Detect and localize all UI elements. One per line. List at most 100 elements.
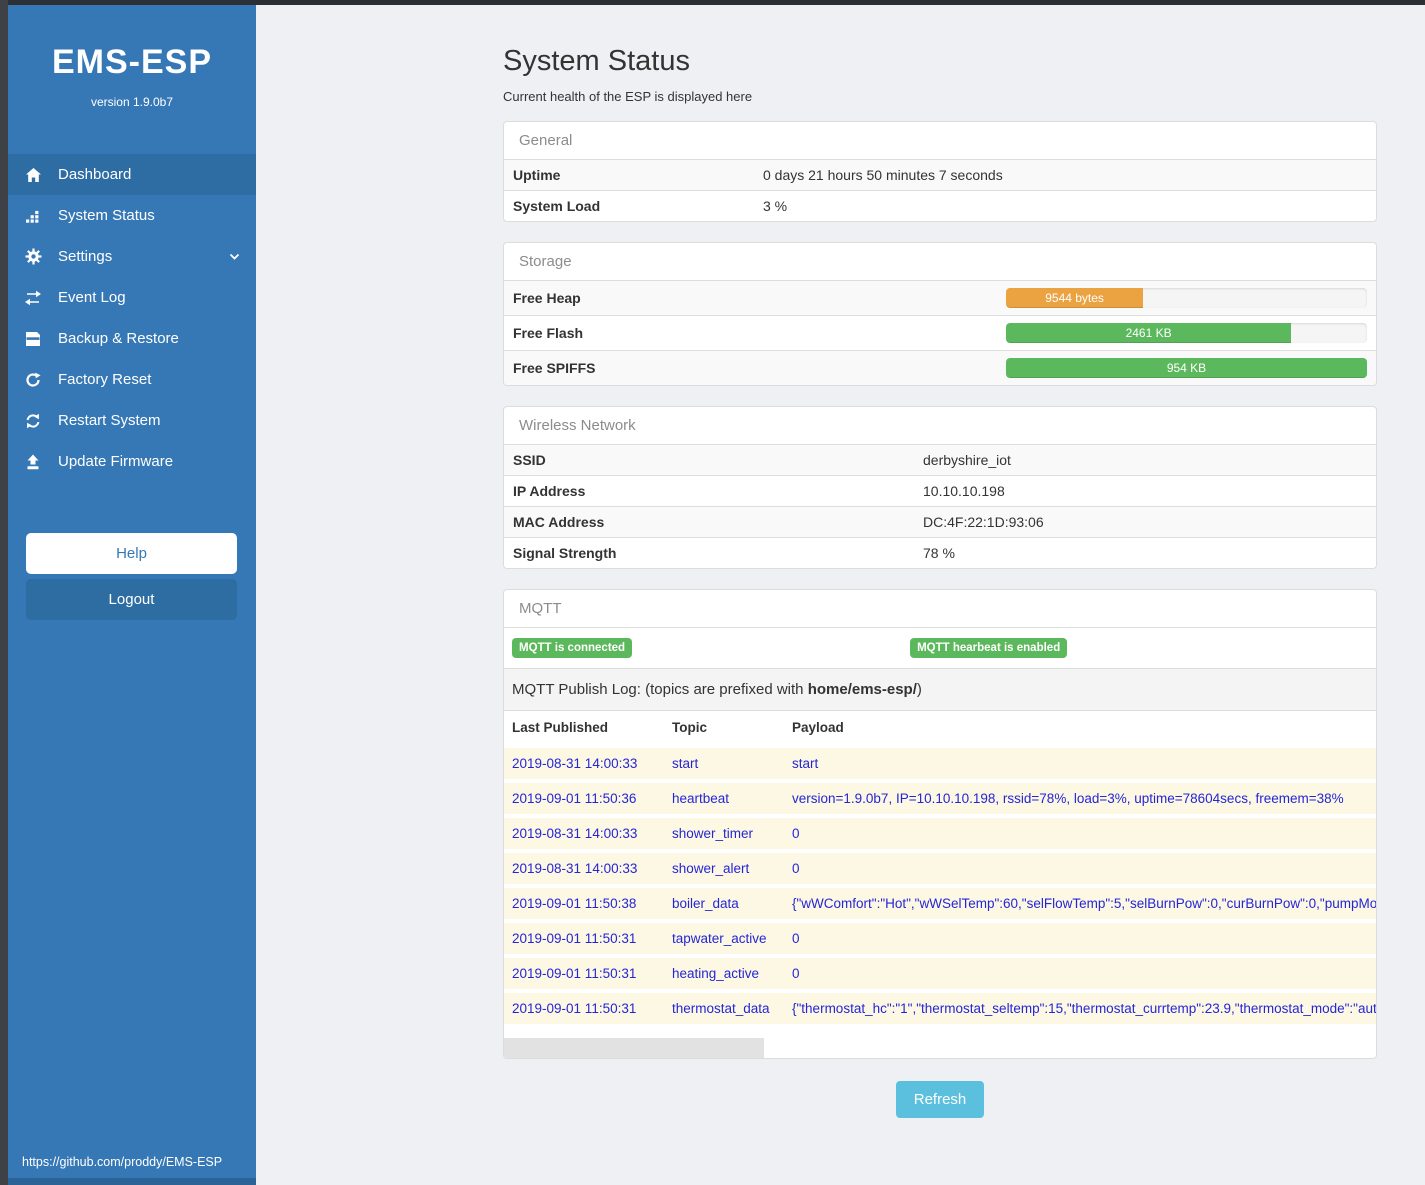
general-panel-heading: General — [519, 132, 573, 149]
mac-address-label: MAC Address — [504, 506, 914, 538]
log-payload: 0 — [784, 814, 1376, 851]
uptime-value: 0 days 21 hours 50 minutes 7 seconds — [754, 159, 1376, 191]
main-content: System Status Current health of the ESP … — [503, 5, 1377, 1118]
log-date: 2019-09-01 11:50:36 — [504, 779, 664, 816]
free-spiffs-progress-bar: 954 KB — [1006, 358, 1367, 378]
home-icon — [22, 167, 44, 183]
log-row: 2019-08-31 14:00:33 shower_alert 0 — [504, 849, 1376, 886]
wireless-panel-heading: Wireless Network — [519, 417, 636, 434]
sidebar-item-label: Restart System — [58, 412, 161, 429]
table-row: System Load 3 % — [504, 190, 1376, 221]
free-heap-progress-track: 9544 bytes — [1006, 288, 1367, 308]
log-payload: {"wWComfort":"Hot","wWSelTemp":60,"selFl… — [784, 884, 1376, 921]
github-link[interactable]: https://github.com/proddy/EMS-ESP — [22, 1155, 223, 1169]
sidebar-bottom-strip — [8, 1178, 256, 1185]
system-load-value: 3 % — [754, 190, 1376, 221]
mqtt-panel-heading: MQTT — [519, 600, 562, 617]
log-date: 2019-08-31 14:00:33 — [504, 814, 664, 851]
sidebar-item-label: Update Firmware — [58, 453, 174, 470]
window-left-edge — [0, 0, 8, 1185]
sidebar-item-label: Event Log — [58, 289, 126, 306]
table-row: Free Heap 9544 bytes — [504, 280, 1376, 316]
log-date: 2019-08-31 14:00:33 — [504, 744, 664, 781]
horizontal-scrollbar — [504, 1038, 1376, 1058]
storage-table: Free Heap 9544 bytes Free Flash 2461 KB … — [504, 280, 1376, 385]
log-row: 2019-08-31 14:00:33 start start — [504, 744, 1376, 781]
log-date: 2019-08-31 14:00:33 — [504, 849, 664, 886]
log-payload: 0 — [784, 849, 1376, 886]
sidebar-item-restart-system[interactable]: Restart System — [8, 400, 256, 441]
log-row: 2019-09-01 11:50:36 heartbeat version=1.… — [504, 779, 1376, 816]
log-topic: shower_timer — [664, 814, 784, 851]
table-row: Free Flash 2461 KB — [504, 315, 1376, 351]
help-button[interactable]: Help — [26, 533, 237, 574]
sidebar-item-system-status[interactable]: System Status — [8, 195, 256, 236]
mqtt-badges-row: MQTT is connected MQTT hearbeat is enabl… — [504, 627, 1376, 668]
log-topic: thermostat_data — [664, 989, 784, 1024]
wireless-panel: Wireless Network SSID derbyshire_iot IP … — [503, 406, 1377, 569]
log-date: 2019-09-01 11:50:31 — [504, 954, 664, 991]
sidebar-item-event-log[interactable]: Event Log — [8, 277, 256, 318]
log-title-suffix: ) — [916, 681, 922, 698]
sidebar-item-settings[interactable]: Settings — [8, 236, 256, 277]
free-heap-progress-bar: 9544 bytes — [1006, 288, 1144, 308]
sidebar-item-update-firmware[interactable]: Update Firmware — [8, 441, 256, 482]
table-row: Uptime 0 days 21 hours 50 minutes 7 seco… — [504, 159, 1376, 191]
signal-strength-value: 78 % — [914, 537, 1376, 568]
log-title-prefix: MQTT Publish Log: (topics are prefixed w… — [512, 681, 808, 698]
refresh-button[interactable]: Refresh — [895, 1081, 985, 1118]
horizontal-scrollbar-thumb[interactable] — [504, 1038, 764, 1058]
gear-icon — [22, 248, 44, 265]
save-icon — [22, 331, 44, 347]
log-payload: {"thermostat_hc":"1","thermostat_seltemp… — [784, 989, 1376, 1024]
log-title-topic-prefix: home/ems-esp/ — [807, 681, 917, 698]
col-last-published: Last Published — [504, 710, 664, 747]
app-version: version 1.9.0b7 — [90, 95, 174, 109]
sidebar-item-factory-reset[interactable]: Factory Reset — [8, 359, 256, 400]
log-row: 2019-09-01 11:50:31 heating_active 0 — [504, 954, 1376, 991]
log-payload: version=1.9.0b7, IP=10.10.10.198, rssid=… — [784, 779, 1376, 816]
sidebar-item-dashboard[interactable]: Dashboard — [8, 154, 256, 195]
mqtt-publish-log-title: MQTT Publish Log: (topics are prefixed w… — [504, 668, 1376, 710]
col-topic: Topic — [664, 710, 784, 747]
sidebar-item-label: Factory Reset — [58, 371, 152, 388]
ssid-value: derbyshire_iot — [914, 444, 1376, 476]
system-load-label: System Load — [504, 190, 754, 221]
log-payload: start — [784, 744, 1376, 781]
sidebar-item-backup-restore[interactable]: Backup & Restore — [8, 318, 256, 359]
storage-panel-heading: Storage — [519, 253, 572, 270]
log-topic: boiler_data — [664, 884, 784, 921]
upload-icon — [22, 454, 44, 470]
uptime-label: Uptime — [504, 159, 754, 191]
ssid-label: SSID — [504, 444, 914, 476]
exchange-arrows-icon — [22, 290, 44, 306]
log-header-row: Last Published Topic Payload — [504, 710, 1376, 747]
log-topic: shower_alert — [664, 849, 784, 886]
ip-address-value: 10.10.10.198 — [914, 475, 1376, 507]
storage-panel: Storage Free Heap 9544 bytes Free Flash … — [503, 242, 1377, 386]
page-subtitle: Current health of the ESP is displayed h… — [503, 89, 753, 104]
chart-levels-icon — [22, 208, 44, 224]
sync-icon — [22, 413, 44, 429]
free-flash-label: Free Flash — [504, 315, 754, 351]
sidebar-nav: Dashboard System Status — [8, 154, 256, 482]
mqtt-connected-badge: MQTT is connected — [512, 638, 633, 658]
log-payload: 0 — [784, 954, 1376, 991]
mac-address-value: DC:4F:22:1D:93:06 — [914, 506, 1376, 538]
free-flash-progress-bar: 2461 KB — [1006, 323, 1292, 343]
log-date: 2019-09-01 11:50:31 — [504, 919, 664, 956]
sidebar-item-label: Settings — [58, 248, 113, 265]
app-brand: EMS-ESP — [51, 43, 213, 81]
sidebar-item-label: System Status — [58, 207, 155, 224]
log-date: 2019-09-01 11:50:31 — [504, 989, 664, 1024]
sidebar: EMS-ESP version 1.9.0b7 Dashboard System… — [8, 5, 256, 1185]
sidebar-item-label: Dashboard — [58, 166, 132, 183]
table-row: Signal Strength 78 % — [504, 537, 1376, 568]
table-row: SSID derbyshire_iot — [504, 444, 1376, 476]
log-topic: heating_active — [664, 954, 784, 991]
mqtt-log-table: Last Published Topic Payload 2019-08-31 … — [504, 710, 1376, 1024]
log-row: 2019-08-31 14:00:33 shower_timer 0 — [504, 814, 1376, 851]
logout-button[interactable]: Logout — [26, 579, 237, 620]
log-topic: start — [664, 744, 784, 781]
general-panel: General Uptime 0 days 21 hours 50 minute… — [503, 121, 1377, 222]
